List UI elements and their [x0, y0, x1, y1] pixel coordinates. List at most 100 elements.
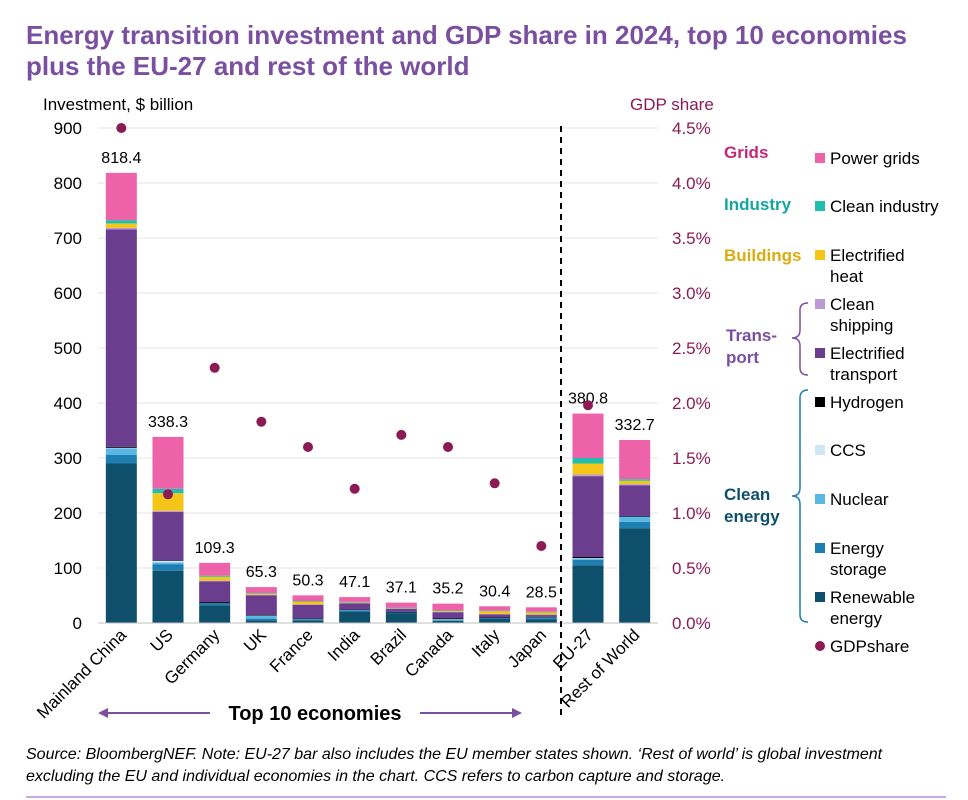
gdp-share-point — [349, 483, 360, 494]
y-tick-label: 600 — [54, 284, 82, 303]
bar-segment — [572, 559, 604, 566]
legend-item: Power grids — [815, 149, 920, 168]
bar-segment — [339, 612, 371, 623]
gdp-share-point — [396, 429, 407, 440]
gdp-share-point — [163, 489, 173, 500]
total-label: 37.1 — [386, 580, 417, 597]
bar-segment — [432, 611, 464, 619]
total-label: 109.3 — [195, 540, 235, 557]
bar-segment — [199, 575, 231, 577]
bar-segment — [292, 601, 324, 602]
gdp-share-point — [303, 442, 313, 452]
bar-segment — [525, 618, 557, 620]
bar-segment — [479, 614, 511, 618]
bar-segment — [105, 220, 137, 224]
bar-segment — [479, 610, 511, 612]
bar-segment — [152, 436, 184, 489]
bar-segment — [572, 413, 604, 458]
x-tick-label: Italy — [468, 625, 504, 661]
bar-segment — [339, 609, 371, 611]
bar-segment — [385, 608, 417, 610]
y2-tick-label: 2.5% — [672, 339, 711, 358]
bar-segment — [432, 619, 464, 621]
total-label: 65.3 — [246, 564, 277, 581]
bar-segment — [479, 617, 511, 619]
legend-label: GDPshare — [830, 637, 909, 656]
legend-label: Nuclear — [830, 490, 889, 509]
x-tick-label: Brazil — [367, 625, 410, 668]
gdp-share-point — [489, 478, 500, 489]
y2-tick-label: 2.0% — [672, 394, 711, 413]
bar-segment — [245, 620, 277, 623]
gdp-share-points — [116, 123, 593, 551]
x-tick-label: UK — [240, 625, 271, 656]
y-tick-label: 700 — [54, 229, 82, 248]
bar-segment — [525, 616, 557, 618]
bar-segment — [292, 595, 324, 601]
gdp-share-point — [536, 541, 547, 551]
bar-segment — [385, 608, 417, 612]
bar-segment — [292, 601, 324, 605]
legend-group-label: Buildings — [724, 246, 801, 265]
y-tick-label: 300 — [54, 449, 82, 468]
bar-segment — [385, 602, 417, 608]
bar-segment — [479, 613, 511, 615]
total-label: 35.2 — [432, 581, 463, 598]
bar-segment — [339, 603, 371, 610]
y2-tick-label: 4.0% — [672, 174, 711, 193]
legend-item: Hydrogen — [815, 393, 904, 412]
bar-segment — [432, 610, 464, 612]
bar-segment — [292, 618, 324, 619]
bar-segment — [385, 613, 417, 623]
gdp-share-point — [443, 442, 453, 452]
y2-tick-label: 3.5% — [672, 229, 711, 248]
legend-group-label: Clean energy — [724, 485, 780, 526]
total-label: 332.7 — [615, 417, 655, 434]
bar-segment — [572, 558, 604, 559]
bar-segment — [525, 614, 557, 616]
total-labels: 818.4 338.3 109.3 65.3 50.3 47.1 37.1 35.2 30.4 2… — [101, 150, 654, 601]
bar-segment — [105, 223, 137, 228]
bar-segment — [619, 484, 651, 486]
bar-segment — [245, 593, 277, 595]
top10-arrow: Top 10 economies — [98, 703, 522, 725]
bar-segment — [479, 606, 511, 611]
bar-segment — [619, 485, 651, 517]
bar-segment — [105, 446, 137, 448]
legend-marker — [815, 397, 825, 407]
x-tick-label: Mainland China — [33, 625, 130, 722]
bar-segment — [525, 616, 557, 619]
bar-segment — [105, 229, 137, 447]
y2-tick-label: 0.0% — [672, 614, 711, 633]
bar-segment — [199, 603, 231, 606]
bar-segment — [152, 560, 184, 561]
total-label: 28.5 — [526, 584, 557, 601]
bar-segment — [105, 448, 137, 455]
bar-segment — [385, 607, 417, 609]
y2-axis-label: GDP share — [630, 95, 714, 114]
legend-item: Nuclear — [815, 490, 889, 509]
bar-segment — [339, 602, 371, 603]
bar-segment — [619, 479, 651, 481]
bar-segment — [245, 618, 277, 621]
y-tick-label: 900 — [54, 119, 82, 138]
bar-segment — [105, 227, 137, 230]
bar-segment — [525, 612, 557, 615]
bar-segment — [525, 611, 557, 613]
bar-segment — [245, 587, 277, 594]
y-tick-label: 400 — [54, 394, 82, 413]
bar-segment — [432, 603, 464, 611]
gdp-share-point — [116, 123, 127, 133]
bar-segment — [152, 511, 184, 561]
bar-segment — [245, 593, 277, 594]
bar-segment — [339, 609, 371, 611]
y-tick-label: 500 — [54, 339, 82, 358]
legend-label: Electrified transport — [830, 344, 905, 384]
legend-item: Renewable energy — [815, 588, 915, 628]
bar-segment — [572, 458, 604, 464]
chart: Investment, $ billion GDP share 0 100 200 3… — [33, 95, 939, 725]
bars — [105, 172, 651, 623]
bar-segment — [245, 615, 277, 616]
legend: Power grids Clean industry Electrified heat… — [815, 149, 939, 656]
bar-segment — [152, 493, 184, 511]
